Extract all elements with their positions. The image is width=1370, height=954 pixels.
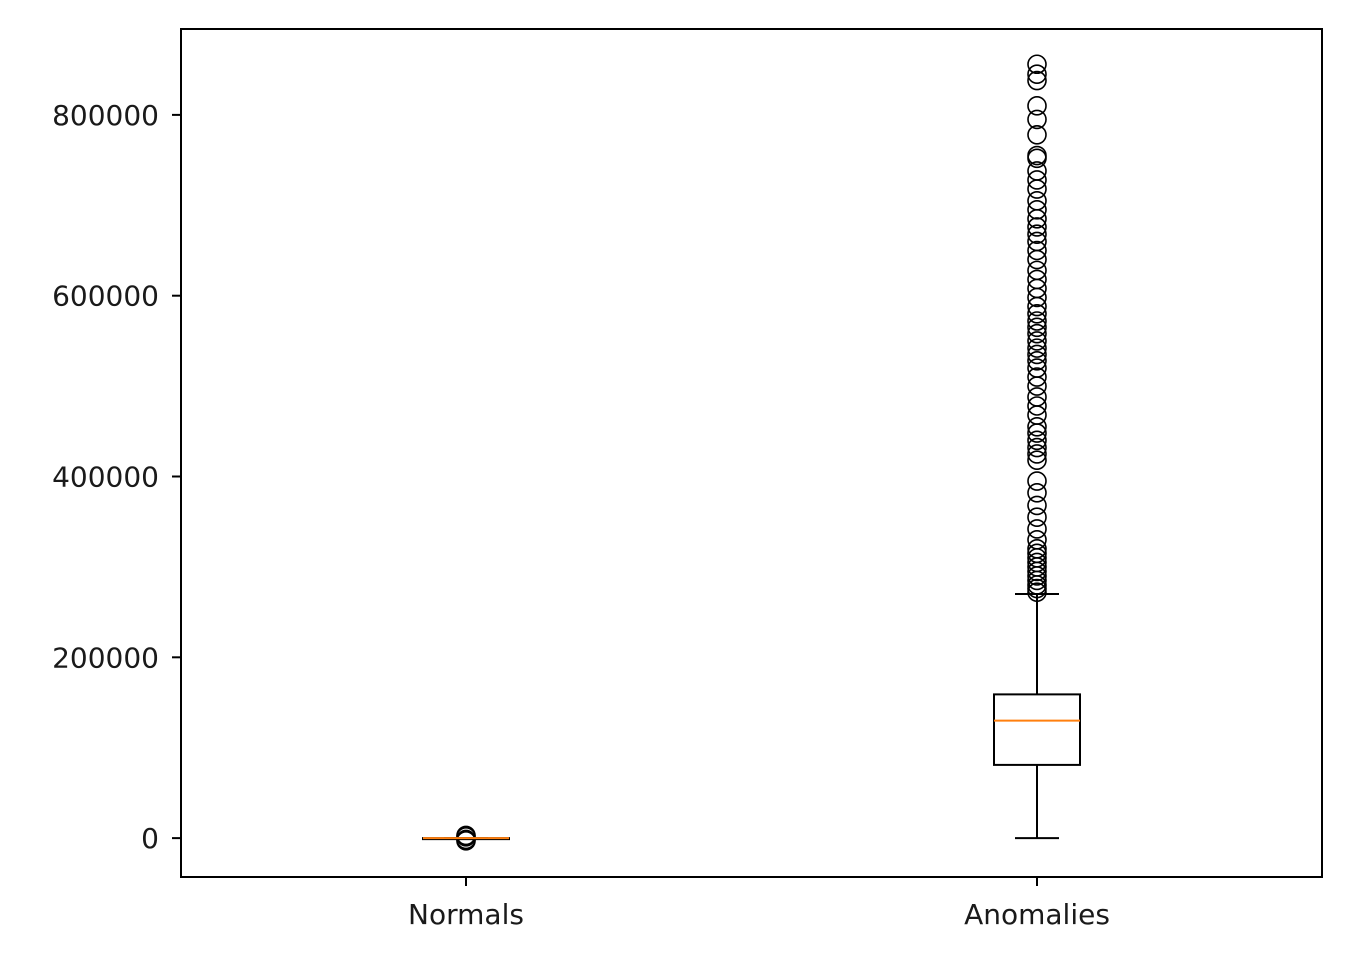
outlier-point (1027, 350, 1047, 371)
outlier-point (1027, 519, 1047, 539)
outlier-point (1027, 303, 1047, 324)
y-tick-label: 800000 (52, 99, 159, 132)
outlier-point (1027, 338, 1047, 358)
outlier-point (1027, 64, 1047, 85)
outlier-point (1027, 145, 1047, 166)
outlier-point (1027, 323, 1047, 344)
outlier-point (1027, 543, 1047, 564)
outlier-point (1027, 124, 1047, 145)
outlier-point (1027, 495, 1047, 516)
outlier-point (1027, 430, 1047, 451)
box-group-anomalies (993, 54, 1081, 840)
outlier-point (1027, 54, 1047, 75)
iqr-box (993, 693, 1081, 766)
outlier-point (1027, 387, 1047, 407)
outlier-point (1027, 450, 1047, 471)
outlier-point (1027, 416, 1047, 437)
y-tick-label: 0 (141, 822, 159, 855)
outlier-point (1027, 217, 1047, 237)
outlier-point (1027, 331, 1047, 351)
outlier-point (1027, 471, 1047, 491)
outlier-point (1027, 96, 1047, 116)
outlier-point (1027, 200, 1047, 220)
outlier-point (1027, 367, 1047, 387)
outlier-point (1027, 507, 1047, 527)
outlier-point (1027, 240, 1047, 261)
plot-area-background (181, 29, 1322, 877)
chart-axes: 0 200000 400000 600000 800000 Normals Anomalie… (52, 99, 1110, 931)
outlier-point (1027, 396, 1047, 416)
outlier-point (1027, 70, 1047, 91)
outlier-point (1027, 224, 1047, 245)
outlier-point (1027, 269, 1047, 290)
outlier-point (1027, 358, 1047, 378)
outlier-point (1027, 529, 1047, 550)
y-tick-label: 200000 (52, 641, 159, 674)
outlier-point (1027, 344, 1047, 365)
outlier-point (1027, 260, 1047, 281)
chart-marks (422, 54, 1081, 851)
outlier-point (1027, 190, 1047, 211)
outlier-point (1027, 311, 1047, 331)
y-tick-label: 600000 (52, 280, 159, 313)
outlier-point (456, 825, 476, 846)
outlier-point (1027, 170, 1047, 190)
outlier-point (1027, 437, 1047, 458)
x-tick-label: Anomalies (964, 898, 1110, 931)
outlier-point (1027, 482, 1047, 503)
outlier-point (1027, 317, 1047, 338)
x-tick-label: Normals (408, 898, 524, 931)
y-tick-label: 400000 (52, 461, 159, 494)
outlier-point (1027, 552, 1047, 573)
outlier-point (1027, 231, 1047, 252)
outlier-point (1027, 161, 1047, 181)
outlier-point (1027, 444, 1047, 464)
box-group-normals (422, 825, 510, 851)
plot-frame (180, 28, 1323, 878)
outlier-point (1027, 109, 1047, 130)
outlier-point (1027, 539, 1047, 559)
